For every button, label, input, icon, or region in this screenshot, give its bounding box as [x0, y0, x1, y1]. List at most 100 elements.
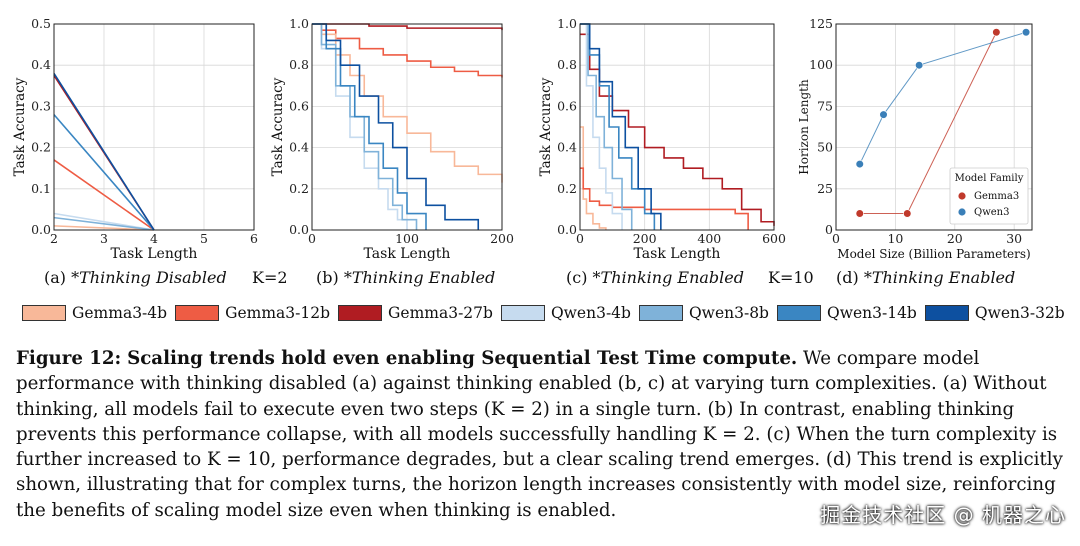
series-line-gemma3-12b — [53, 159, 155, 231]
x-axis-label: Task Length — [364, 246, 451, 262]
y-tick-label: 0 — [825, 222, 833, 237]
y-tick-label: 100 — [809, 57, 833, 72]
y-tick-label: 0.8 — [557, 57, 577, 72]
data-point-qwen3 — [1021, 28, 1031, 37]
subcaption-a-label: (a) — [44, 268, 67, 287]
y-tick-label: 0.3 — [31, 98, 51, 113]
y-axis-label: Task Accuracy — [270, 77, 286, 176]
y-tick-label: 25 — [817, 181, 833, 196]
x-tick-label: 20 — [947, 231, 963, 246]
legend-label: Qwen3-32b — [974, 304, 1065, 322]
legend-swatch — [776, 305, 821, 321]
y-tick-label: 0.6 — [557, 98, 577, 113]
legend-item-qwen3-4b: Qwen3-4b — [500, 304, 631, 322]
x-tick-label: 0 — [576, 231, 584, 246]
series-line-qwen3-4b — [580, 23, 623, 230]
legend-label: Gemma3-4b — [72, 304, 168, 322]
x-axis-label: Model Size (Billion Parameters) — [837, 247, 1030, 261]
series-line-qwen3-32b — [312, 23, 480, 230]
legend-swatch — [22, 305, 66, 321]
legend-swatch — [924, 305, 969, 321]
legend-label: Qwen3-4b — [550, 304, 631, 322]
data-point-gemma3 — [855, 209, 864, 218]
legend-label: Qwen3-8b — [688, 304, 769, 322]
y-tick-label: 0.8 — [289, 57, 309, 72]
chart-legend-box — [949, 167, 1029, 225]
chart-legend-marker — [958, 208, 966, 216]
x-tick-label: 30 — [1006, 231, 1022, 246]
x-tick-label: 3 — [100, 231, 108, 246]
y-tick-label: 50 — [817, 140, 833, 155]
x-tick-label: 6 — [250, 231, 258, 246]
x-tick-label: 200 — [490, 231, 514, 246]
y-axis-label: Task Accuracy — [12, 77, 28, 176]
series-line-gemma3-12b — [312, 23, 503, 78]
legend-item-gemma3-27b: Gemma3-27b — [338, 304, 493, 322]
y-tick-label: 75 — [817, 98, 833, 113]
caption-label: Figure 12: — [16, 348, 122, 369]
plot-frame — [835, 23, 1033, 231]
legend-item-qwen3-14b: Qwen3-14b — [776, 304, 917, 322]
series-line-qwen3-8b — [53, 216, 155, 231]
series-line-gemma3-27b — [580, 33, 775, 226]
x-tick-label: 4 — [150, 231, 158, 246]
series-line-qwen3-8b — [580, 23, 633, 230]
y-tick-label: 125 — [809, 16, 833, 31]
models-legend: Gemma3-4b Gemma3-12b Gemma3-27b Qwen3-4b… — [22, 299, 1073, 327]
legend-label: Gemma3-27b — [388, 304, 493, 322]
data-point-qwen3 — [915, 61, 924, 70]
caption-title: Scaling trends hold even enabling Sequen… — [127, 348, 798, 369]
chart-legend-label: Gemma3 — [974, 191, 1019, 202]
y-tick-label: 0.1 — [31, 181, 51, 196]
series-line-qwen3-32b — [580, 23, 662, 230]
y-axis-label: Task Accuracy — [538, 77, 554, 176]
chart-b: 0.0 0.2 0.4 0.6 0.8 1.0 0 100 200 Task Length Task… — [270, 16, 514, 262]
plot-frame — [311, 23, 503, 231]
legend-item-gemma3-12b: Gemma3-12b — [175, 304, 330, 322]
x-tick-label: 5 — [200, 231, 208, 246]
y-tick-label: 0.4 — [557, 140, 577, 155]
subcaption-b-label: (b) — [316, 268, 339, 287]
x-tick-label: 2 — [50, 231, 58, 246]
x-tick-label: 200 — [633, 231, 657, 246]
series-line-qwen3-14b — [312, 23, 427, 230]
series-line-qwen3-8b — [312, 23, 418, 230]
legend-swatch — [338, 305, 383, 321]
data-point-gemma3 — [903, 209, 912, 218]
legend-swatch — [500, 305, 545, 321]
plot-frame — [579, 23, 775, 231]
x-tick-label: 0 — [832, 231, 840, 246]
subcaption-d-text: *Thinking Enabled — [863, 268, 1016, 287]
subcaption-a: (a) *Thinking Disabled — [44, 268, 227, 287]
data-point-gemma3 — [992, 28, 1001, 37]
caption-body: We compare model performance with thinki… — [16, 348, 1063, 521]
subcaption-d-label: (d) — [836, 268, 859, 287]
subcaption-b-text: *Thinking Enabled — [343, 268, 496, 287]
subcaption-b: (b) *Thinking Enabled — [316, 268, 495, 287]
legend-swatch — [638, 305, 683, 321]
y-tick-label: 0.0 — [557, 222, 577, 237]
y-tick-label: 0.4 — [31, 57, 51, 72]
k2-label: K=2 — [252, 268, 288, 287]
series-line-qwen3-14b — [580, 23, 656, 230]
y-tick-label: 1.0 — [289, 16, 309, 31]
subcaption-c-label: (c) — [566, 268, 588, 287]
x-tick-label: 400 — [697, 231, 721, 246]
y-tick-label: 0.2 — [31, 140, 51, 155]
x-tick-label: 0 — [308, 231, 316, 246]
y-tick-label: 0.4 — [289, 140, 309, 155]
chart-legend-title: Model Family — [955, 173, 1024, 184]
chart-c: 0.0 0.2 0.4 0.6 0.8 1.0 0 200 400 600 Task Length T… — [538, 16, 786, 262]
series-line-qwen3 — [859, 31, 1027, 165]
chart-a: 0.0 0.1 0.2 0.3 0.4 0.5 2 3 4 5 6 Task Length Task A… — [12, 16, 258, 262]
series-line-gemma3-4b — [53, 225, 155, 231]
legend-item-qwen3-8b: Qwen3-8b — [638, 304, 769, 322]
chart-legend-label: Qwen3 — [974, 207, 1009, 218]
figure-caption: Figure 12: Scaling trends hold even enab… — [16, 346, 1066, 523]
legend-label: Qwen3-14b — [826, 304, 917, 322]
data-point-qwen3 — [855, 159, 864, 169]
y-tick-label: 0.5 — [31, 16, 51, 31]
subcaption-c-text: *Thinking Enabled — [592, 268, 744, 287]
charts-area: 0.0 0.1 0.2 0.3 0.4 0.5 2 3 4 5 6 Task Length Task A… — [12, 16, 1033, 262]
